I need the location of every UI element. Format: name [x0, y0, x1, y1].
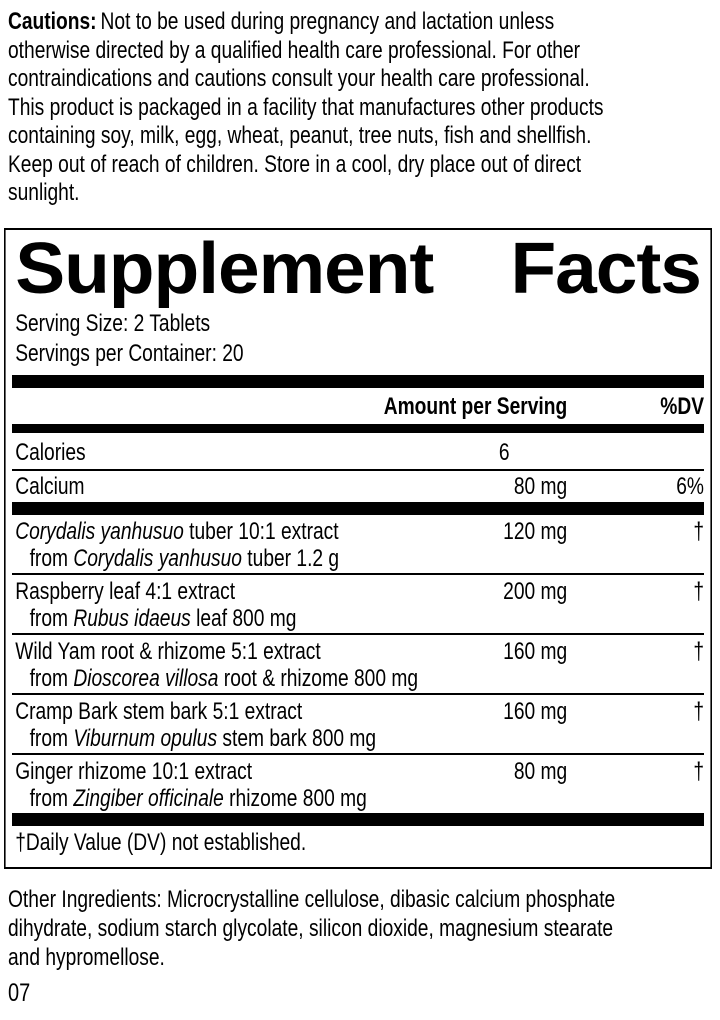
ingredient-name-block: Cramp Bark stem bark 5:1 extract from Vi…: [15, 698, 503, 752]
cautions-text: Not to be used during pregnancy and lact…: [8, 8, 604, 206]
ingredient-source: from Dioscorea villosa root & rhizome 80…: [29, 664, 419, 692]
ingredient-name-block: Wild Yam root & rhizome 5:1 extract from…: [15, 638, 503, 692]
ingredient-amount: 120 mg: [503, 517, 568, 545]
ingredient-dv: †: [693, 637, 704, 665]
row-calories: Calories 6: [12, 433, 704, 469]
ingredient-source: from Viburnum opulus stem bark 800 mg: [29, 724, 377, 752]
ingredient-dv: †: [693, 757, 704, 785]
ingredient-amount: 80 mg: [513, 757, 568, 785]
cautions-paragraph: Cautions: Not to be used during pregnancy…: [8, 8, 710, 208]
ingredient-name-block: Raspberry leaf 4:1 extract from Rubus id…: [15, 578, 503, 632]
ingredient-name-block: Corydalis yanhusuo tuber 10:1 extract fr…: [15, 518, 503, 572]
divider-bar-bottom: [12, 812, 704, 826]
label-canvas: Cautions: Not to be used during pregnancy…: [0, 8, 720, 1006]
divider-bar-header: [12, 423, 704, 433]
nutrient-amount: 6: [498, 438, 510, 466]
ingredient-amount: 160 mg: [503, 637, 568, 665]
ingredient-amount: 200 mg: [503, 577, 568, 605]
serving-info: Serving Size: 2 Tablets Servings per Con…: [12, 309, 704, 369]
row-corydalis: Corydalis yanhusuo tuber 10:1 extract fr…: [12, 515, 704, 573]
row-wild-yam: Wild Yam root & rhizome 5:1 extract from…: [12, 635, 704, 693]
ingredient-name: Ginger rhizome 10:1 extract: [15, 757, 253, 785]
ingredient-name: Raspberry leaf 4:1 extract: [15, 577, 236, 605]
nutrient-amount: 80 mg: [513, 472, 568, 500]
row-divider: [12, 632, 704, 635]
nutrient-name: Calories: [15, 438, 86, 466]
ingredient-name: Cramp Bark stem bark 5:1 extract: [15, 697, 303, 725]
row-divider: [12, 752, 704, 755]
row-cramp-bark: Cramp Bark stem bark 5:1 extract from Vi…: [12, 695, 704, 753]
serving-size: Serving Size: 2 Tablets: [15, 309, 211, 337]
page-code: 07: [8, 978, 31, 1007]
row-raspberry-leaf: Raspberry leaf 4:1 extract from Rubus id…: [12, 575, 704, 633]
column-header-row: Amount per Serving %DV: [12, 388, 704, 424]
column-header-dv: %DV: [660, 392, 704, 420]
ingredient-dv: †: [693, 577, 704, 605]
ingredient-name: Corydalis yanhusuo tuber 10:1 extract: [15, 517, 339, 545]
divider-bar-top: [12, 374, 704, 388]
column-header-amount: Amount per Serving: [383, 392, 568, 420]
panel-title-word-facts: Facts: [510, 228, 701, 309]
panel-title-word-supplement: Supplement: [15, 228, 434, 309]
ingredient-name-block: Ginger rhizome 10:1 extract from Zingibe…: [15, 758, 514, 812]
row-divider: [12, 572, 704, 575]
ingredient-source: from Zingiber officinale rhizome 800 mg: [29, 784, 367, 812]
ingredient-dv: †: [693, 517, 704, 545]
ingredient-name: Wild Yam root & rhizome 5:1 extract: [15, 637, 321, 665]
ingredient-amount: 160 mg: [503, 697, 568, 725]
ingredient-source: from Corydalis yanhusuo tuber 1.2 g: [29, 544, 340, 572]
divider-bar-middle: [12, 501, 704, 515]
nutrient-name: Calcium: [15, 472, 85, 500]
row-divider: [12, 692, 704, 695]
row-ginger: Ginger rhizome 10:1 extract from Zingibe…: [12, 755, 704, 813]
cautions-label: Cautions:: [8, 8, 97, 35]
row-calcium: Calcium 80 mg 6%: [12, 471, 704, 502]
ingredient-dv: †: [693, 697, 704, 725]
panel-title: Supplement Facts: [12, 228, 704, 309]
nutrient-dv: 6%: [676, 472, 704, 500]
supplement-facts-panel: Supplement Facts Serving Size: 2 Tablets…: [4, 227, 712, 869]
dv-footnote: †Daily Value (DV) not established.: [15, 828, 307, 856]
ingredient-source: from Rubus idaeus leaf 800 mg: [29, 604, 297, 632]
servings-per-container: Servings per Container: 20: [15, 339, 244, 367]
row-divider: [12, 468, 704, 471]
other-ingredients-paragraph: Other Ingredients: Microcrystalline cell…: [8, 885, 616, 971]
